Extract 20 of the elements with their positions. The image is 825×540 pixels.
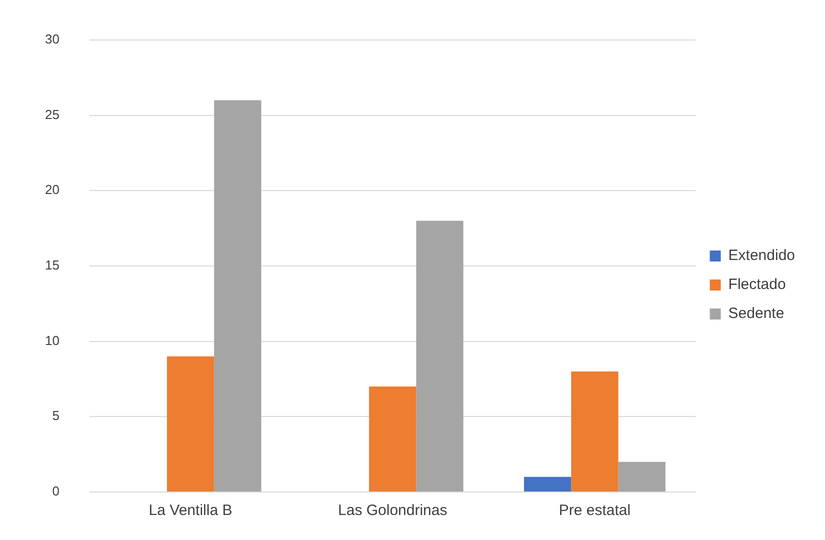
x-tick-label: Las Golondrinas — [338, 502, 448, 520]
legend-label: Flectado — [728, 276, 786, 294]
x-tick-label: La Ventilla B — [148, 502, 232, 520]
y-tick-label: 20 — [44, 182, 60, 198]
bar — [571, 371, 618, 492]
y-tick-label: 25 — [44, 106, 60, 122]
x-tick-label: Pre estatal — [558, 502, 631, 520]
y-tick-label: 30 — [44, 32, 60, 47]
bar — [416, 220, 464, 492]
bar — [618, 462, 666, 492]
legend-label: Extendido — [728, 247, 795, 264]
y-tick-label: 0 — [52, 484, 60, 499]
bar — [214, 100, 262, 492]
legend-label: Sedente — [728, 305, 784, 322]
bar — [524, 476, 572, 492]
y-tick-label: 5 — [52, 408, 60, 424]
y-tick-label: 15 — [44, 258, 60, 273]
y-tick-label: 10 — [44, 332, 60, 348]
bar — [166, 356, 214, 492]
bar — [369, 386, 416, 492]
